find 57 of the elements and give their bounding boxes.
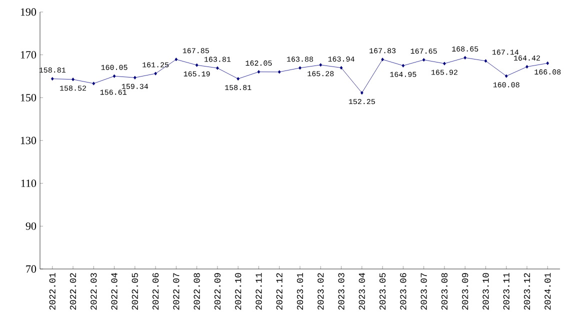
x-tick-label: 2023.03	[338, 273, 344, 310]
x-tick-label: 2022.06	[152, 273, 159, 310]
x-tick-label: 2022.05	[132, 273, 138, 310]
point	[319, 63, 322, 67]
x-tick-label: 2023.08	[441, 273, 448, 310]
x-tick-label: 2023.09	[462, 273, 468, 310]
x-tick-label: 2022.12	[276, 273, 282, 310]
x-tick-label: 2023.11	[503, 272, 510, 310]
point	[381, 58, 384, 62]
point	[236, 76, 240, 81]
point	[112, 74, 116, 78]
point	[72, 78, 74, 82]
y-tick-label: 90	[26, 222, 36, 230]
y-tick-label: 150	[20, 94, 36, 102]
point	[402, 64, 405, 68]
point	[257, 70, 260, 74]
point	[50, 76, 54, 81]
point	[298, 66, 302, 70]
point	[360, 91, 364, 95]
point	[504, 74, 508, 78]
x-tick-label: 2023.12	[524, 273, 530, 310]
x-tick-label: 2022.11	[256, 272, 262, 310]
x-tick-label: 2022.01	[49, 272, 56, 310]
point	[484, 59, 488, 63]
point	[526, 64, 528, 69]
x-tick-label: 2022.07	[173, 273, 180, 310]
point	[546, 61, 550, 66]
x-tick-label: 2022.09	[214, 273, 221, 310]
x-tick-label: 2022.02	[70, 273, 76, 310]
y-tick-label: 110	[21, 180, 36, 188]
x-tick-label: 2023.04	[358, 272, 365, 310]
point	[92, 82, 96, 86]
point	[195, 63, 198, 67]
x-tick-label: 2022.03	[90, 273, 97, 310]
y-tick-label: 70	[26, 265, 36, 273]
x-tick-label: 2023.06	[400, 273, 406, 310]
x-tick-label: 2023.10	[482, 273, 489, 310]
x-tick-label: 2022.08	[194, 273, 200, 310]
x-tick-label: 2022.04	[111, 272, 118, 310]
point	[422, 58, 426, 62]
x-tick-label: 2024.01	[544, 272, 551, 310]
x-tick-label: 2023.01	[296, 272, 304, 310]
y-tick-label: 170	[20, 51, 36, 59]
point	[464, 56, 466, 60]
point	[340, 66, 343, 70]
y-tick-label: 190	[20, 8, 36, 16]
point	[278, 70, 281, 74]
point	[216, 66, 219, 70]
y-tick-label: 130	[20, 136, 36, 144]
point	[154, 72, 157, 76]
point	[134, 76, 136, 80]
x-tick-label: 2023.02	[318, 273, 324, 310]
point	[174, 58, 178, 62]
x-tick-label: 2022.10	[235, 273, 242, 310]
point	[443, 62, 446, 66]
x-tick-label: 2023.07	[420, 273, 427, 310]
x-tick-label: 2023.05	[379, 273, 386, 310]
